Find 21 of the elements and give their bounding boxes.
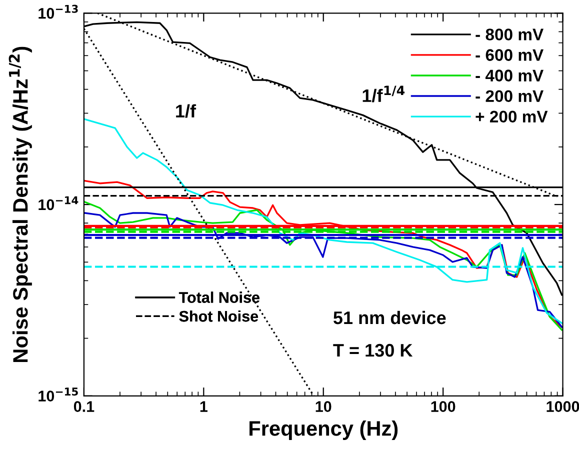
y-tick-label: 10$^{−13}$	[38, 4, 78, 19]
y-tick-label: 10$^{−15}$	[38, 388, 78, 402]
x-tick-label: 100	[431, 401, 456, 412]
annotation: T = 130 K	[333, 344, 413, 357]
y-tick-label: 10$^{−14}$	[38, 196, 78, 210]
annotation: 51 nm device	[334, 310, 446, 324]
legend-label: Total Noise	[178, 292, 260, 303]
legend-label: Shot Noise	[179, 310, 258, 322]
x-axis-title: Frequency (Hz)	[250, 420, 398, 440]
legend-label: - 800 mV	[476, 28, 544, 40]
legend-label: + 200 mV	[476, 110, 548, 123]
x-tick-label: 1	[200, 401, 208, 412]
y-axis-title: Noise Spectral Density (A/Hz$^{1/2}$)	[8, 46, 32, 362]
annotation: 1/f	[176, 104, 196, 118]
x-tick-label: 10	[316, 401, 332, 412]
annotation: 1/f$^{1/4}$	[362, 86, 405, 102]
x-tick-label: 1000	[546, 401, 579, 412]
legend-label: - 200 mV	[476, 90, 544, 102]
x-tick-label: 0.1	[74, 401, 94, 412]
legend-label: - 400 mV	[476, 70, 544, 82]
legend-label: - 600 mV	[476, 49, 544, 61]
